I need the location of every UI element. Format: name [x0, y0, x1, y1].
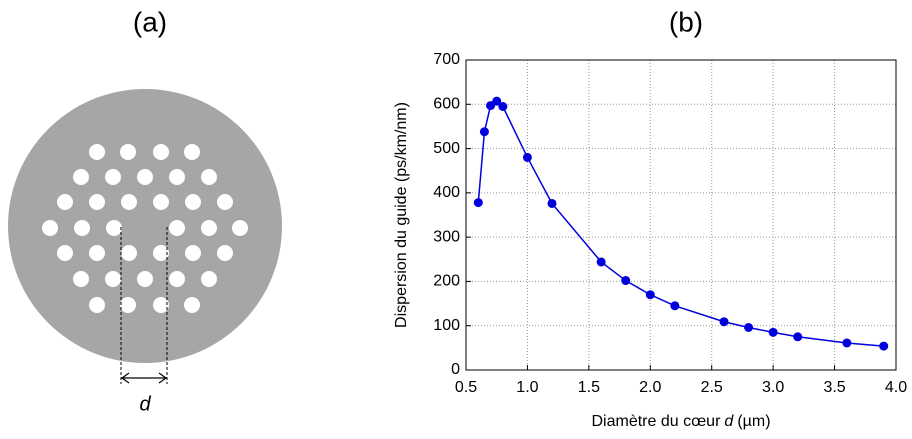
air-hole	[57, 194, 73, 210]
x-axis-label-part: d	[724, 413, 734, 430]
data-point	[793, 332, 803, 342]
arrow-heads	[120, 372, 168, 384]
data-point	[498, 102, 508, 111]
y-tick-label: 0	[451, 361, 460, 378]
air-hole	[89, 245, 105, 261]
data-point	[719, 317, 729, 327]
y-tick-label: 600	[433, 96, 460, 113]
air-hole	[89, 144, 105, 160]
x-tick-label: 4.0	[885, 379, 907, 396]
air-hole	[89, 194, 105, 210]
air-hole	[169, 220, 185, 236]
air-hole	[137, 169, 153, 185]
air-hole	[153, 194, 169, 210]
air-hole	[185, 194, 201, 210]
x-tick-label: 1.5	[578, 379, 600, 396]
air-hole	[232, 220, 248, 236]
y-axis-label: Dispersion du guide (ps/km/nm)	[393, 102, 410, 328]
air-hole	[121, 194, 137, 210]
air-hole	[89, 297, 105, 313]
y-tick-label: 500	[433, 140, 460, 157]
air-hole	[201, 271, 217, 287]
data-point	[645, 290, 655, 300]
x-tick-label: 2.5	[701, 379, 723, 396]
air-hole	[137, 271, 153, 287]
air-hole	[217, 245, 233, 261]
x-axis-label-part: Diamètre du cœur	[591, 413, 721, 430]
air-hole	[184, 144, 200, 160]
y-tick-label: 200	[433, 273, 460, 290]
data-point	[479, 127, 489, 137]
air-hole	[153, 144, 169, 160]
data-point	[842, 338, 852, 348]
air-hole	[201, 220, 217, 236]
data-point	[522, 152, 532, 162]
air-hole	[105, 169, 121, 185]
air-hole	[169, 271, 185, 287]
x-axis-label: Diamètre du cœur d (µm)	[591, 413, 770, 430]
x-axis-label-part: (µm)	[737, 413, 770, 430]
air-hole	[184, 297, 200, 313]
air-hole	[73, 169, 89, 185]
air-hole	[120, 144, 136, 160]
air-hole	[153, 245, 169, 261]
panel-a: (a) d	[8, 6, 282, 415]
air-hole	[169, 169, 185, 185]
y-tick-label: 100	[433, 317, 460, 334]
data-point	[744, 322, 754, 332]
y-tick-label: 700	[433, 51, 460, 68]
x-tick-label: 3.5	[823, 379, 845, 396]
panel-label: (a)	[133, 6, 167, 37]
air-hole	[42, 220, 58, 236]
data-point	[879, 341, 889, 351]
air-hole	[57, 245, 73, 261]
data-point	[596, 257, 606, 267]
diameter-label: d	[139, 393, 151, 415]
air-hole	[121, 245, 137, 261]
fiber-cross-section	[8, 89, 282, 363]
air-hole	[185, 245, 201, 261]
air-hole	[106, 220, 122, 236]
air-hole	[105, 271, 121, 287]
x-tick-label: 0.5	[455, 379, 477, 396]
y-tick-label: 400	[433, 184, 460, 201]
data-line	[477, 100, 884, 347]
air-hole	[120, 297, 136, 313]
data-point	[547, 198, 557, 208]
air-hole	[217, 194, 233, 210]
data-point	[621, 276, 631, 286]
air-hole	[153, 297, 169, 313]
data-point	[492, 96, 502, 106]
data-point	[670, 301, 680, 311]
plot-frame	[465, 59, 897, 371]
air-hole	[73, 271, 89, 287]
x-tick-label: 2.0	[639, 379, 661, 396]
air-hole	[74, 220, 90, 236]
data-point	[768, 327, 778, 337]
panel-label: (b)	[669, 6, 703, 37]
air-hole	[201, 169, 217, 185]
data-point	[473, 198, 483, 208]
x-tick-label: 3.0	[762, 379, 784, 396]
y-tick-label: 300	[433, 228, 460, 245]
x-tick-label: 1.0	[516, 379, 538, 396]
